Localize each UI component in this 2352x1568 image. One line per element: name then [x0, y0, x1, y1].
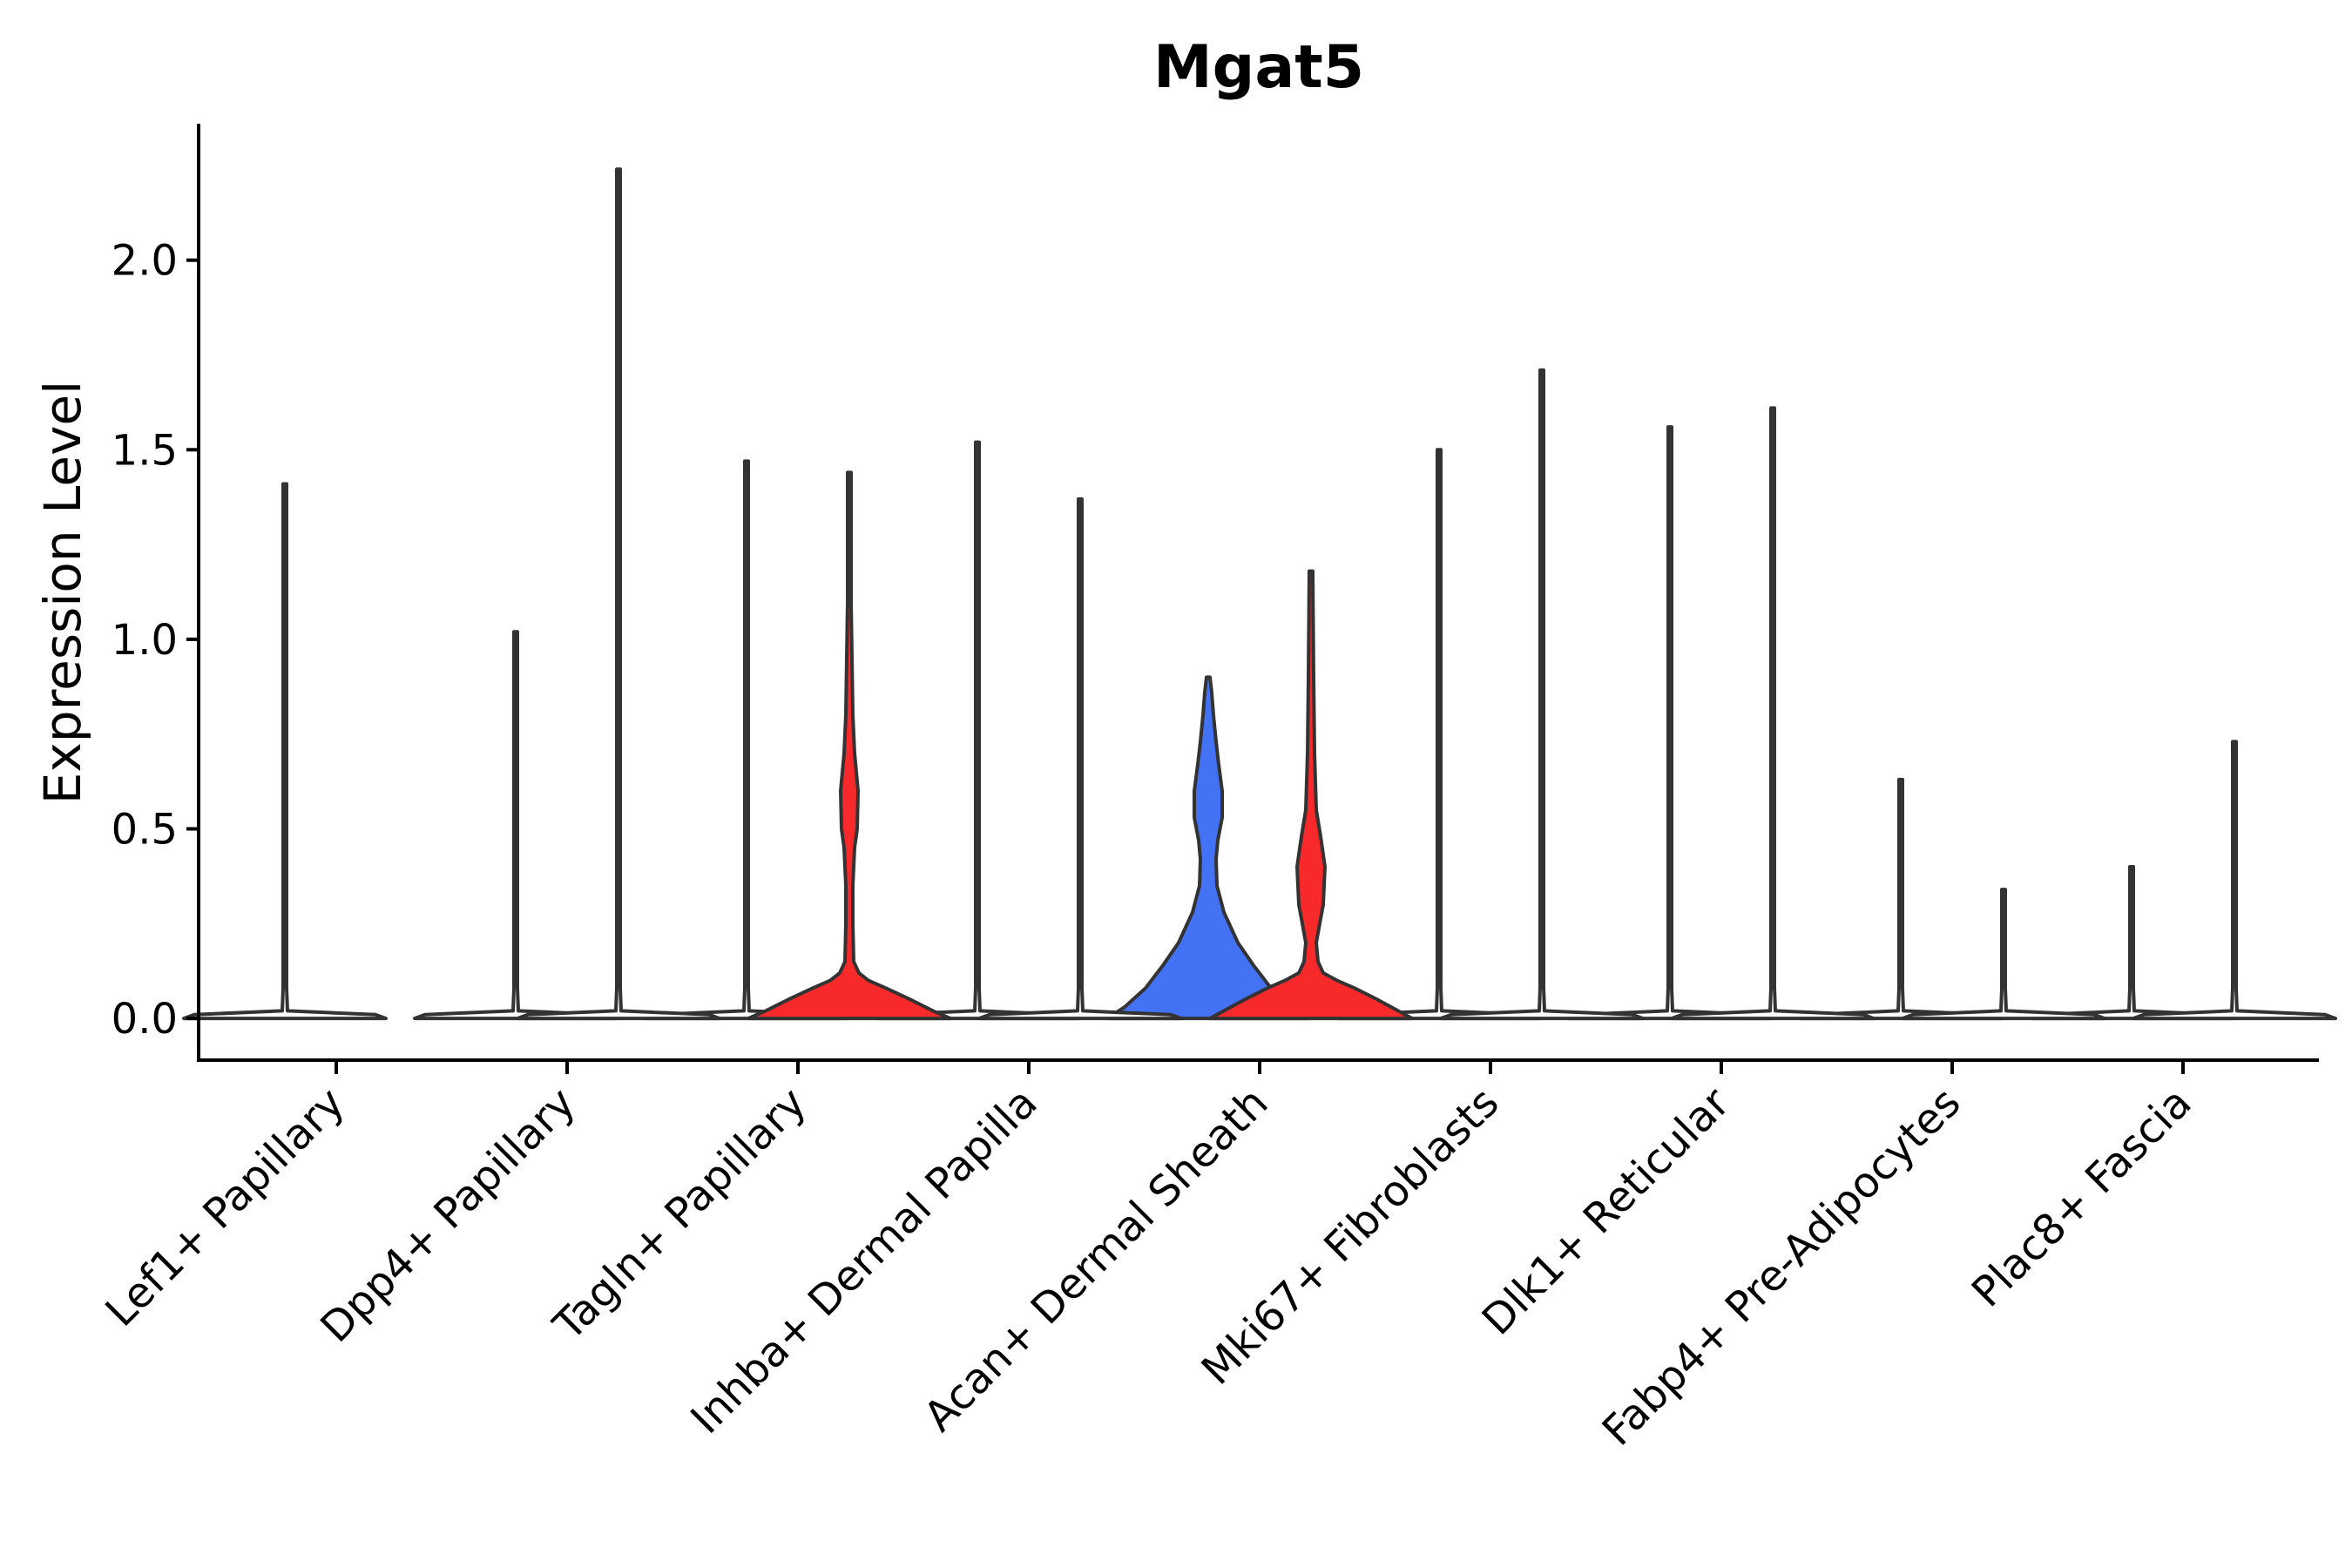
violin-a-fabp4-pre-adipocytes	[1798, 777, 2004, 1021]
x-tick-label: Lef1+ Papillary	[97, 1078, 355, 1336]
violin-b-fabp4-pre-adipocytes	[1901, 888, 2106, 1021]
violin-b-dpp4-papillary	[516, 167, 721, 1021]
y-axis-label: Expression Level	[33, 381, 92, 804]
violin-b-tagln-papillary	[747, 470, 952, 1021]
violin-a-dpp4-papillary	[413, 630, 618, 1021]
x-tick-label: Plac8+ Fascia	[1963, 1078, 2201, 1317]
violin-b-plac8-fascia	[2132, 740, 2337, 1021]
violin-a-acan-dermal-sheath	[1105, 675, 1311, 1021]
violin-a-inhba-dermal-papilla	[875, 440, 1080, 1021]
violin-layer	[182, 167, 2337, 1021]
y-axis-ticks: 0.0 0.5 1.0 1.5 2.0	[112, 237, 199, 1044]
violin-a-lef1-papillary	[182, 482, 388, 1021]
y-tick-label: 1.5	[112, 426, 178, 475]
x-tick-label: Dpp4+ Papillary	[311, 1078, 585, 1352]
violin-a-dlk1-reticular	[1567, 425, 1773, 1021]
violin-a-plac8-fascia	[2029, 865, 2234, 1021]
y-tick-label: 2.0	[112, 237, 178, 286]
violin-a-tagln-papillary	[644, 459, 849, 1021]
y-tick-label: 0.0	[112, 995, 178, 1044]
x-tick-label: Tagln+ Papillary	[544, 1078, 815, 1350]
chart-title: Mgat5	[1153, 33, 1364, 102]
violin-b-inhba-dermal-papilla	[977, 497, 1183, 1021]
violin-a-mki67-fibroblasts	[1336, 448, 1542, 1021]
violin-b-acan-dermal-sheath	[1208, 569, 1414, 1021]
y-tick-label: 0.5	[112, 806, 178, 855]
x-tick-label: Dlk1+ Reticular	[1473, 1078, 1740, 1345]
violin-b-dlk1-reticular	[1670, 406, 1876, 1021]
violin-b-mki67-fibroblasts	[1439, 368, 1645, 1021]
y-tick-label: 1.0	[112, 616, 178, 665]
